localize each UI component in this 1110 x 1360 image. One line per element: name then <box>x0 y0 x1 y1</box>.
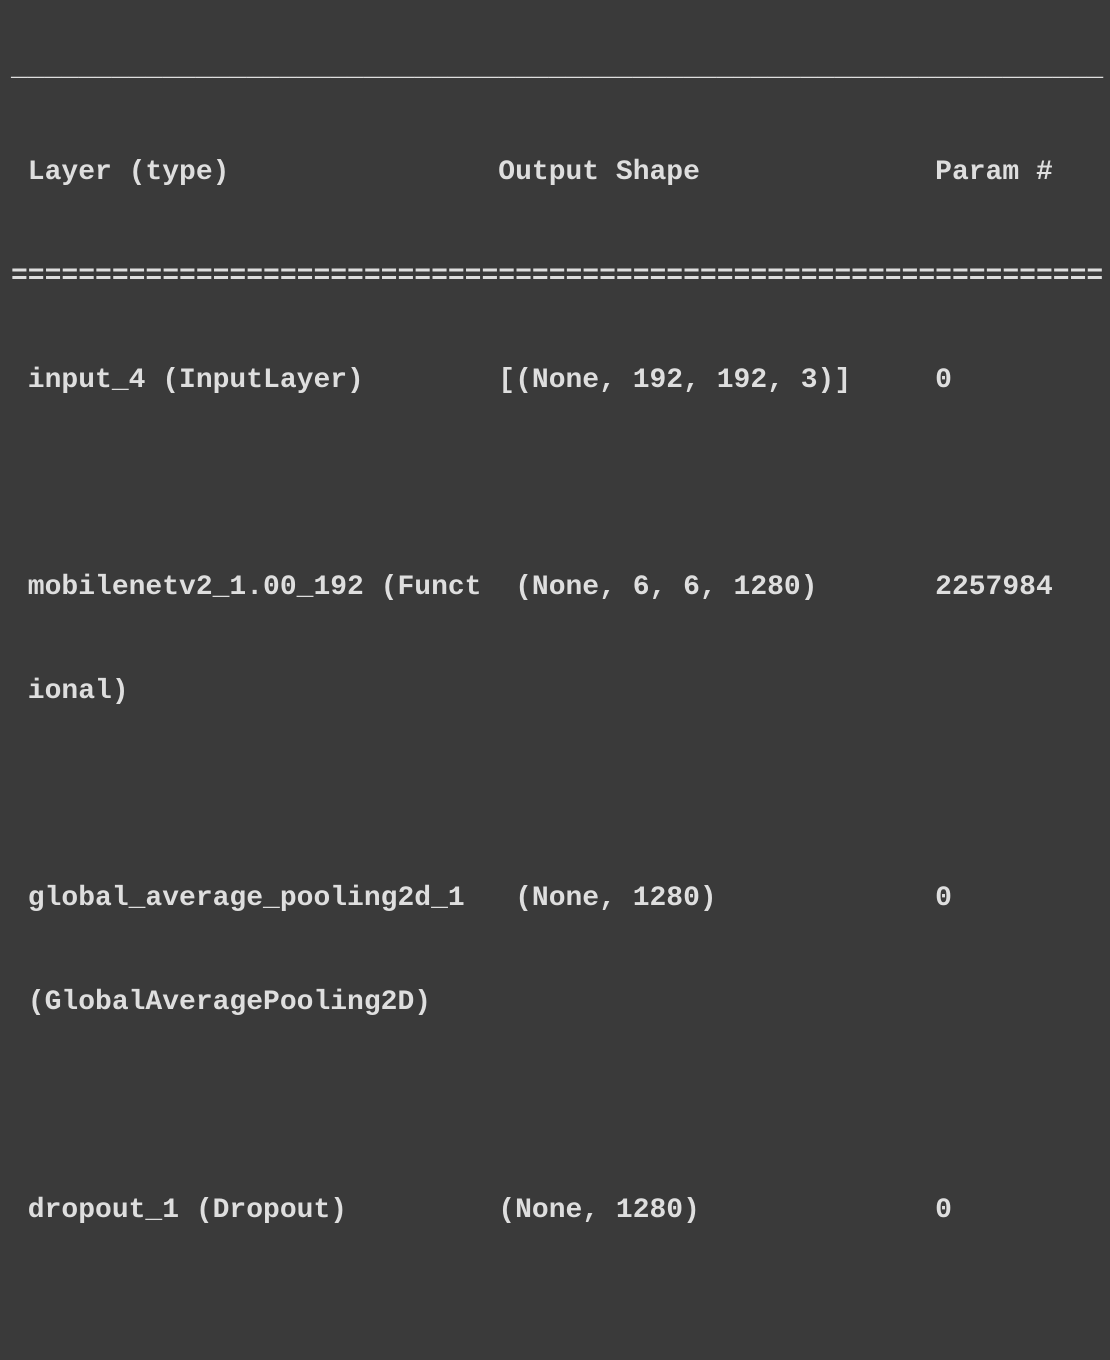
top-rule: ________________________________________… <box>11 53 1104 85</box>
row-spacer <box>11 1090 1103 1125</box>
row-spacer <box>11 779 1103 814</box>
table-row-global-average-pooling-line2: (GlobalAveragePooling2D) <box>11 987 1104 1019</box>
table-row-global-average-pooling-line1: global_average_pooling2d_1 (None, 1280) … <box>11 883 1104 915</box>
row-spacer <box>11 467 1103 502</box>
table-header-row: Layer (type) Output Shape Param # <box>11 156 1104 188</box>
row-spacer <box>11 1298 1103 1333</box>
table-row-mobilenetv2-line1: mobilenetv2_1.00_192 (Funct (None, 6, 6,… <box>11 572 1104 604</box>
model-summary-output: ________________________________________… <box>11 0 1103 1360</box>
table-row-input-4: input_4 (InputLayer) [(None, 192, 192, 3… <box>11 364 1104 396</box>
header-separator-rule: ========================================… <box>11 260 1104 292</box>
table-row-dropout-1: dropout_1 (Dropout) (None, 1280) 0 <box>11 1194 1104 1226</box>
table-row-mobilenetv2-line2: ional) <box>11 675 1104 707</box>
